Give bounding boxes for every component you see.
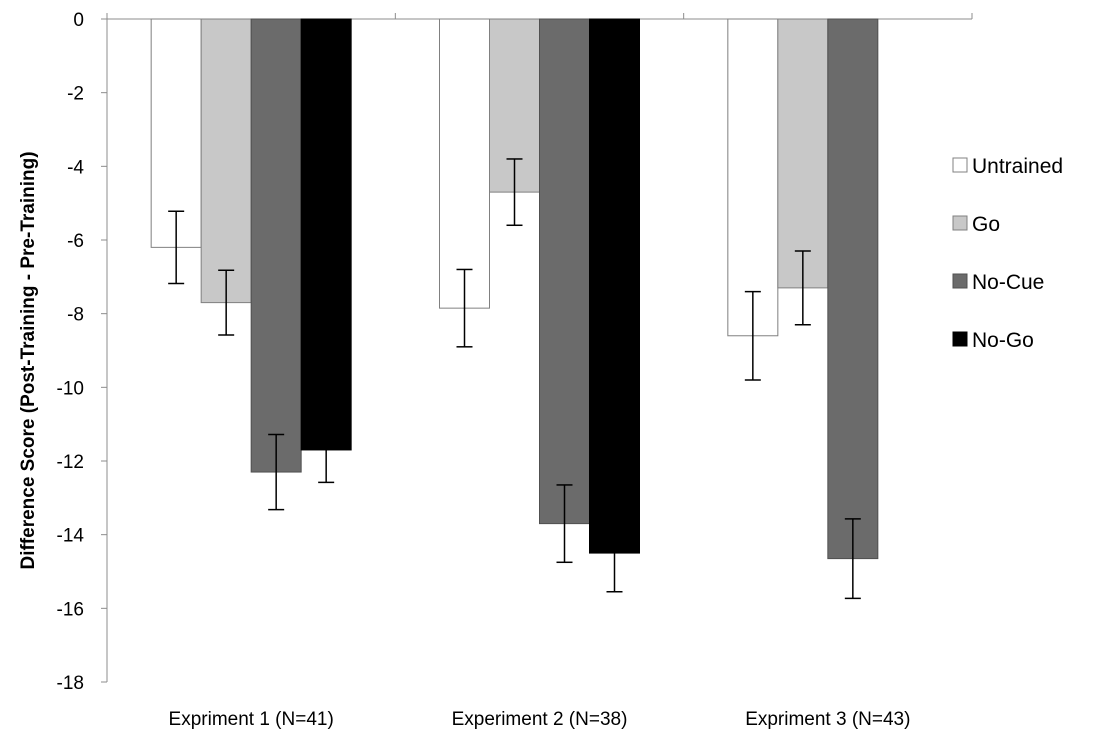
legend-label: No-Go: [972, 329, 1034, 352]
bar-no-cue: [250, 18, 302, 473]
bars: [150, 18, 879, 560]
y-tick-label: -10: [57, 378, 84, 399]
y-axis-title: Difference Score (Post-Training - Pre-Tr…: [18, 151, 39, 569]
x-category-label: Expriment 3 (N=43): [745, 709, 910, 730]
y-tick-label: -18: [57, 673, 84, 694]
x-category-labels: Expriment 1 (N=41) Experiment 2 (N=38) Exp…: [169, 709, 911, 730]
legend-swatch: [952, 331, 968, 347]
bar-go: [200, 18, 252, 304]
y-tick-labels: 0 -2 -4 -6 -8 -10 -12 -14 -16 -18: [57, 10, 85, 694]
legend-swatch: [952, 273, 968, 289]
bar-untrained: [439, 18, 490, 309]
legend-label: Go: [972, 213, 1000, 236]
bar-go: [777, 18, 829, 289]
bar-no-go: [300, 18, 352, 451]
bar-untrained: [727, 18, 779, 337]
y-tick-label: -8: [67, 305, 84, 326]
y-tick-label: -14: [57, 526, 85, 547]
legend-label: No-Cue: [972, 271, 1044, 294]
y-tick-label: 0: [73, 10, 84, 31]
bar-no-cue: [827, 18, 879, 560]
legend-label: Untrained: [972, 155, 1063, 178]
y-tick-label: -2: [67, 84, 84, 105]
y-tick-label: -12: [57, 452, 84, 473]
legend-swatch: [952, 215, 968, 231]
legend-swatch: [952, 157, 968, 173]
error-bars: [168, 158, 861, 600]
legend: Untrained Go No-Cue No-Go: [952, 155, 1063, 352]
y-tick-label: -16: [57, 599, 84, 620]
bar-no-cue: [539, 18, 590, 525]
y-tick-label: -6: [67, 231, 84, 252]
x-category-label: Experiment 2 (N=38): [452, 709, 628, 730]
bar-no-go: [589, 18, 640, 554]
y-tick-label: -4: [67, 157, 84, 178]
x-category-label: Expriment 1 (N=41): [169, 709, 334, 730]
